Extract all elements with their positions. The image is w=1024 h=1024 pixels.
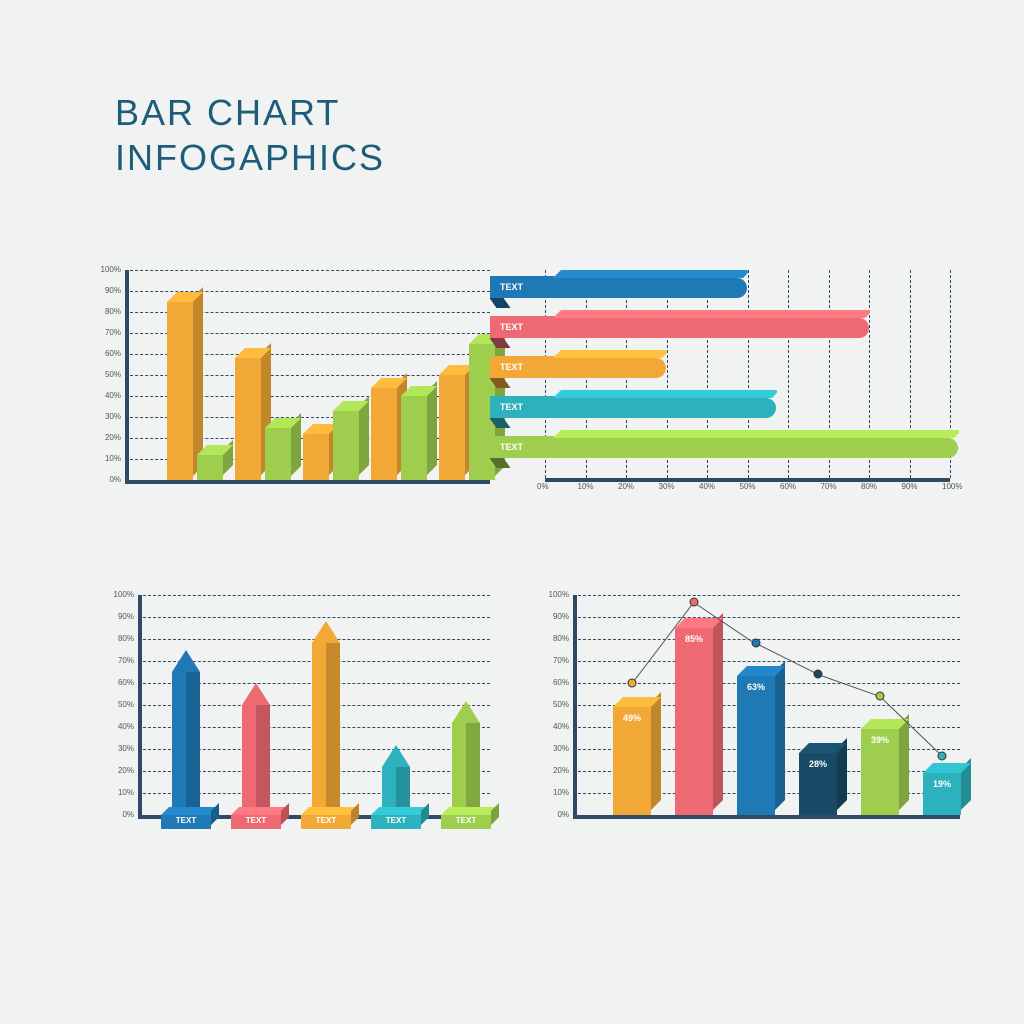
y-axis-label: 70% xyxy=(105,328,121,337)
title-line2: INFOGAPHICS xyxy=(115,135,385,180)
hbar-label: TEXT xyxy=(490,436,555,458)
y-axis-label: 80% xyxy=(105,307,121,316)
y-axis-label: 40% xyxy=(553,722,569,731)
y-axis-label: 100% xyxy=(549,590,569,599)
bar-value-label: 39% xyxy=(871,735,889,745)
hbar-label: TEXT xyxy=(490,356,555,378)
line-point xyxy=(752,639,761,648)
bar xyxy=(613,707,651,815)
y-axis-label: 40% xyxy=(105,391,121,400)
bar-base-label: TEXT xyxy=(231,816,281,825)
x-axis-label: 90% xyxy=(902,482,918,491)
bar xyxy=(737,676,775,815)
bar-value-label: 49% xyxy=(623,713,641,723)
x-axis-label: 50% xyxy=(740,482,756,491)
line-point xyxy=(814,670,823,679)
y-axis-label: 50% xyxy=(553,700,569,709)
y-axis-label: 60% xyxy=(553,678,569,687)
y-axis-label: 20% xyxy=(105,433,121,442)
bar xyxy=(401,396,427,480)
y-axis-label: 10% xyxy=(553,788,569,797)
x-axis-label: 70% xyxy=(821,482,837,491)
y-axis-label: 50% xyxy=(118,700,134,709)
line-point xyxy=(628,679,637,688)
y-axis-label: 100% xyxy=(101,265,121,274)
line-point xyxy=(690,597,699,606)
bar xyxy=(439,375,465,480)
y-axis-label: 10% xyxy=(105,454,121,463)
y-axis-label: 20% xyxy=(118,766,134,775)
y-axis-label: 90% xyxy=(553,612,569,621)
y-axis-label: 0% xyxy=(557,810,569,819)
bar xyxy=(265,428,291,481)
y-axis-label: 80% xyxy=(118,634,134,643)
bar-base-label: TEXT xyxy=(441,816,491,825)
y-axis-label: 100% xyxy=(114,590,134,599)
y-axis-label: 80% xyxy=(553,634,569,643)
y-axis-label: 30% xyxy=(105,412,121,421)
y-axis-label: 30% xyxy=(118,744,134,753)
hbar-label: TEXT xyxy=(490,316,555,338)
page-title: BAR CHART INFOGAPHICS xyxy=(115,90,385,180)
y-axis-label: 20% xyxy=(553,766,569,775)
x-axis-label: 40% xyxy=(699,482,715,491)
hbar xyxy=(553,438,958,458)
x-axis-label: 80% xyxy=(861,482,877,491)
bar-value-label: 19% xyxy=(933,779,951,789)
hbar xyxy=(553,398,776,418)
hbar xyxy=(553,278,747,298)
y-axis-label: 10% xyxy=(118,788,134,797)
bar-base-label: TEXT xyxy=(161,816,211,825)
title-line1: BAR CHART xyxy=(115,90,385,135)
hbar xyxy=(553,358,666,378)
bar xyxy=(235,358,261,480)
x-axis-label: 100% xyxy=(942,482,962,491)
bar xyxy=(371,388,397,480)
y-axis-label: 70% xyxy=(553,656,569,665)
chart-grouped-3d-bars: 0%10%20%30%40%50%60%70%80%90%100% xyxy=(95,270,490,480)
x-axis-label: 0% xyxy=(537,482,549,491)
arrow-bar xyxy=(452,723,480,815)
bar xyxy=(303,434,329,480)
hbar-label: TEXT xyxy=(490,396,555,418)
x-axis-label: 60% xyxy=(780,482,796,491)
bar-value-label: 28% xyxy=(809,759,827,769)
chart-horizontal-bars: 0%10%20%30%40%50%60%70%80%90%100%TEXTTEX… xyxy=(525,270,955,500)
y-axis-label: 0% xyxy=(109,475,121,484)
arrow-bar xyxy=(312,643,340,815)
y-axis-label: 60% xyxy=(118,678,134,687)
bar-value-label: 85% xyxy=(685,634,703,644)
arrow-bar xyxy=(172,672,200,815)
hbar-label: TEXT xyxy=(490,276,555,298)
y-axis-label: 60% xyxy=(105,349,121,358)
y-axis-label: 70% xyxy=(118,656,134,665)
y-axis-label: 30% xyxy=(553,744,569,753)
y-axis-label: 90% xyxy=(118,612,134,621)
chart-arrow-bars: 0%10%20%30%40%50%60%70%80%90%100%TEXTTEX… xyxy=(110,595,490,815)
bar xyxy=(167,302,193,481)
y-axis-label: 40% xyxy=(118,722,134,731)
x-axis-label: 20% xyxy=(618,482,634,491)
bar-base-label: TEXT xyxy=(301,816,351,825)
bar xyxy=(675,628,713,815)
line-point xyxy=(938,751,947,760)
y-axis-label: 50% xyxy=(105,370,121,379)
bar xyxy=(197,455,223,480)
y-axis-label: 90% xyxy=(105,286,121,295)
line-point xyxy=(876,692,885,701)
bar-base-label: TEXT xyxy=(371,816,421,825)
bar xyxy=(333,411,359,480)
chart-bars-with-line: 0%10%20%30%40%50%60%70%80%90%100%49%85%6… xyxy=(545,595,960,815)
hbar xyxy=(553,318,869,338)
y-axis-label: 0% xyxy=(122,810,134,819)
x-axis-label: 30% xyxy=(659,482,675,491)
arrow-bar xyxy=(242,705,270,815)
x-axis-label: 10% xyxy=(578,482,594,491)
bar-value-label: 63% xyxy=(747,682,765,692)
